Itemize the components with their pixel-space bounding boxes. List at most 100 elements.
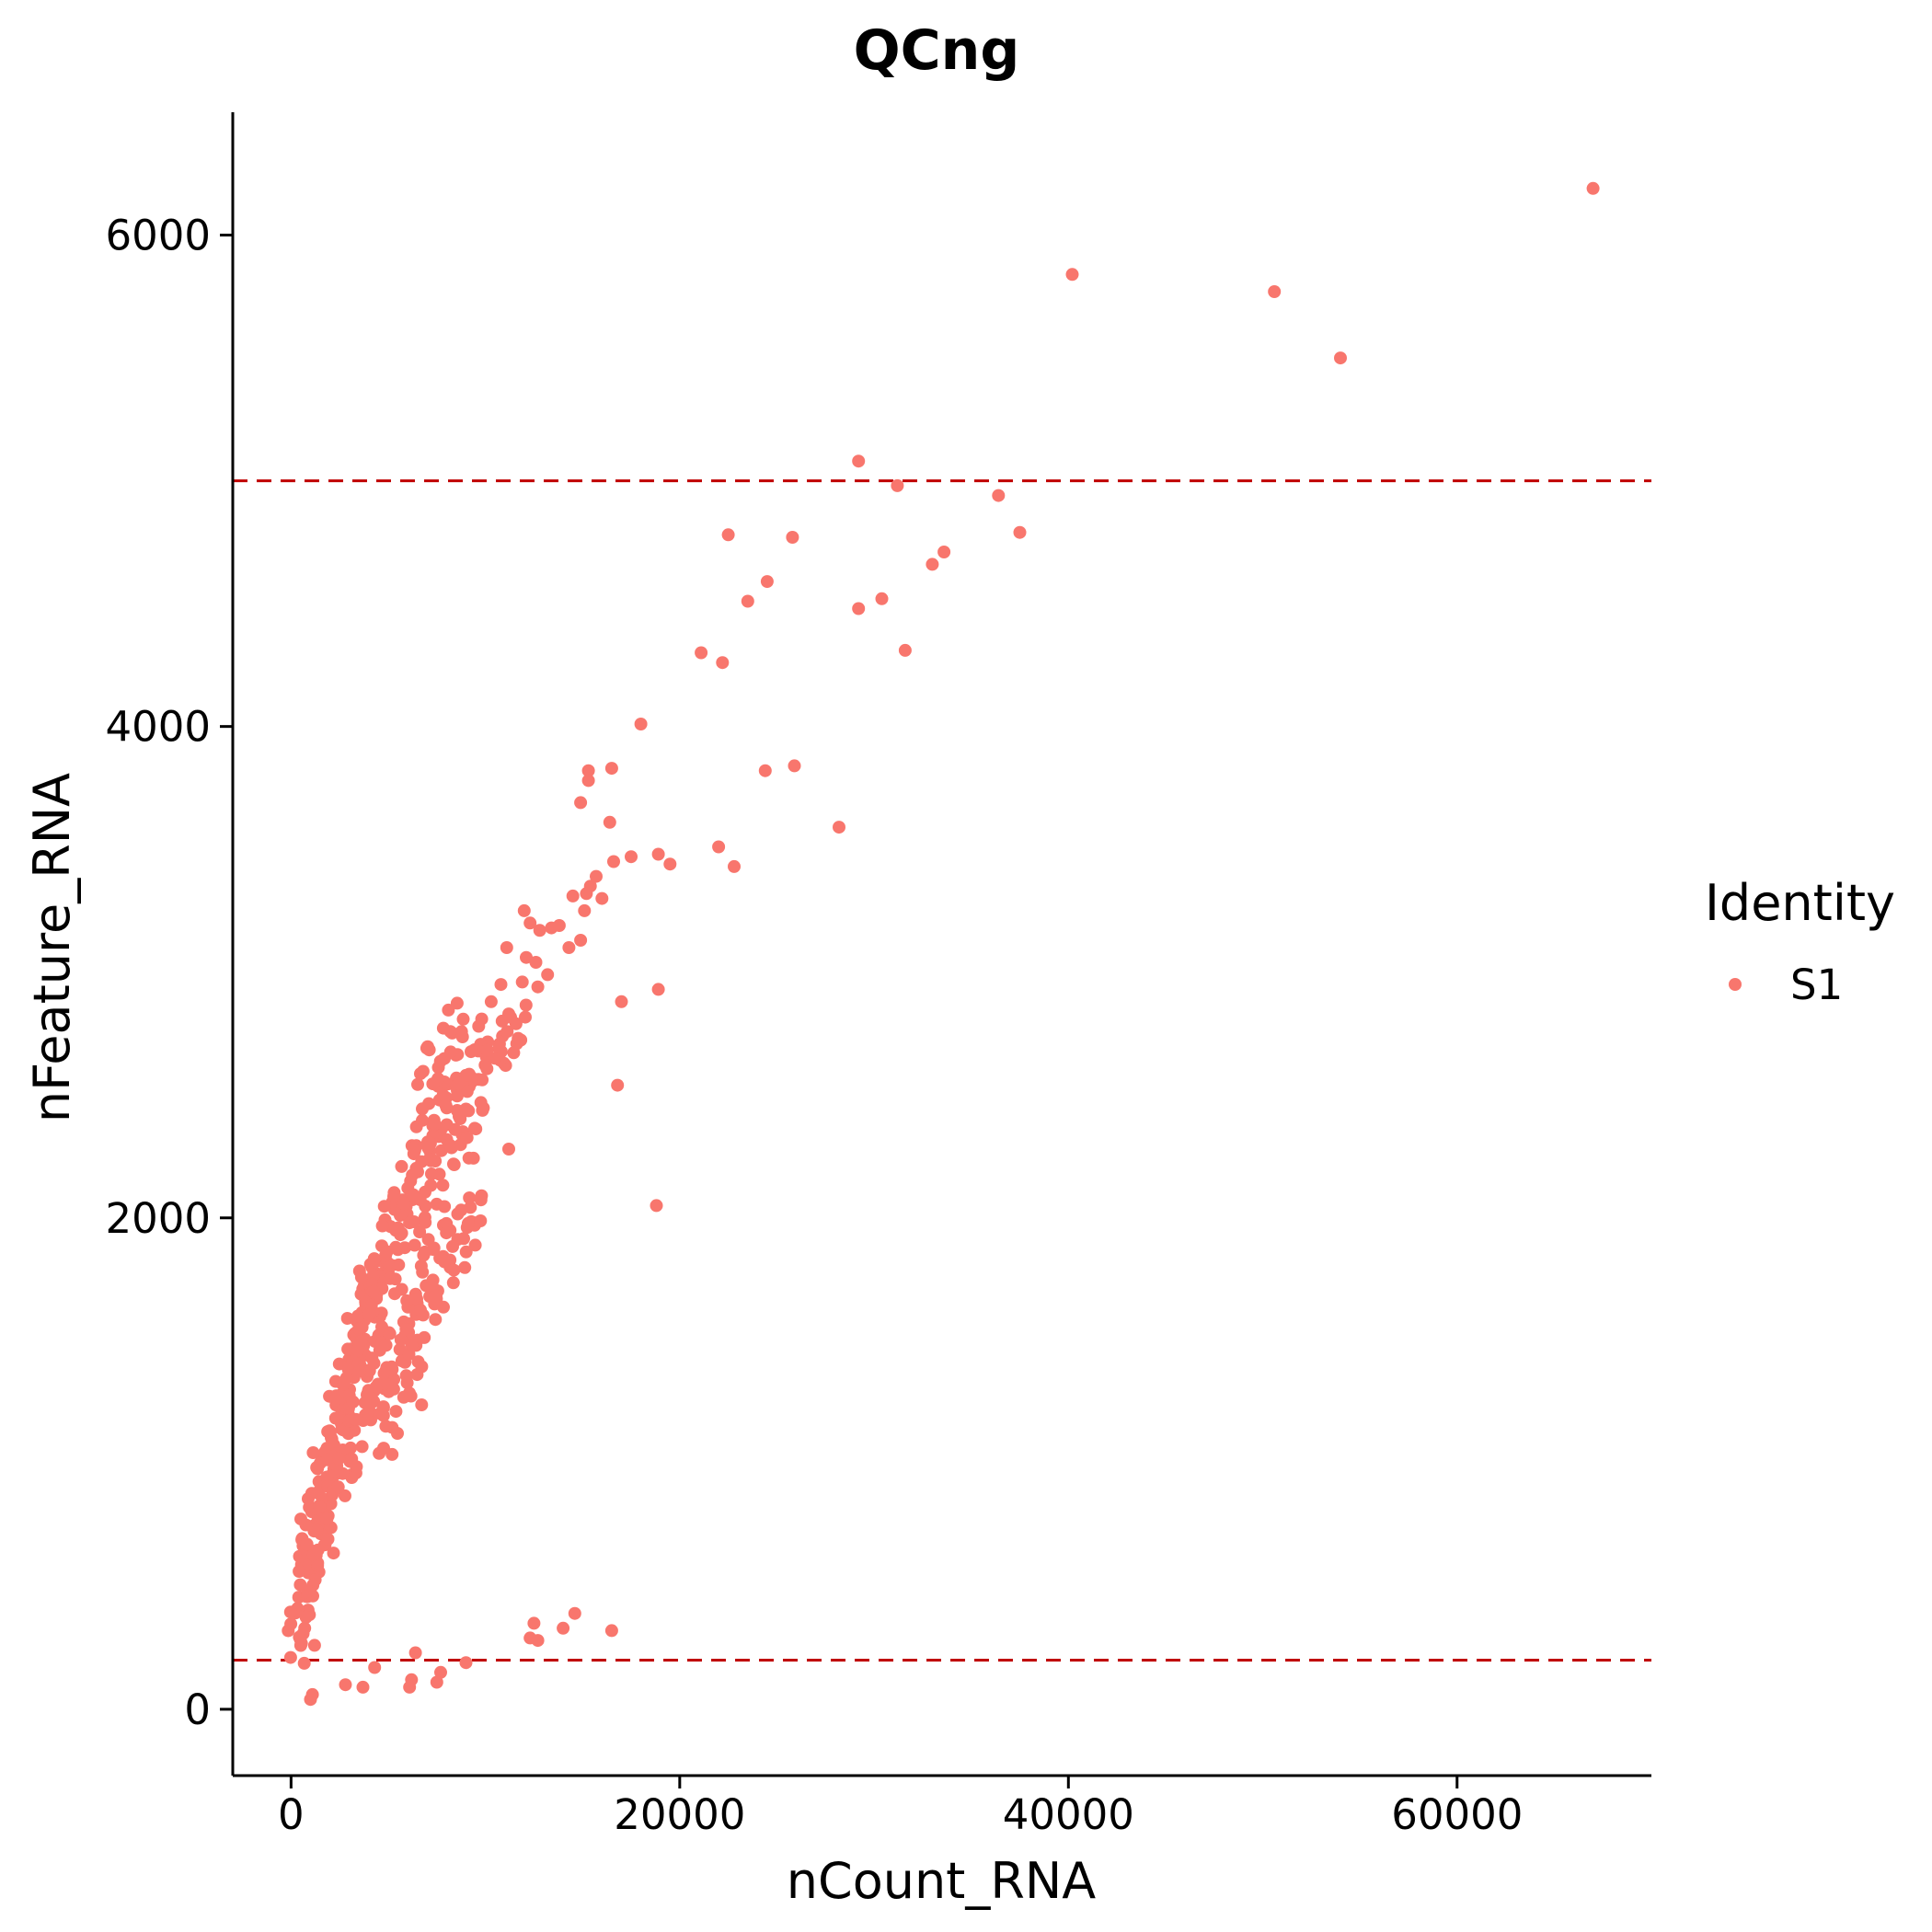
cluster-point-87-4 [399, 1369, 413, 1383]
cluster-point-61-5 [366, 1284, 380, 1298]
y-ticks: 0 2000 4000 6000 [105, 212, 233, 1734]
cluster-point-74-0 [447, 1157, 460, 1171]
cluster-point-86-4 [346, 1395, 360, 1409]
point-42 [533, 924, 546, 937]
point-39 [578, 903, 592, 917]
cluster-point-43-5 [313, 1500, 327, 1513]
cluster-point-62-5 [352, 1364, 366, 1378]
cluster-point-88-4 [377, 1442, 390, 1455]
cluster-point-75-2 [468, 1121, 481, 1135]
point-71 [430, 1675, 443, 1689]
y-tick-label-2: 4000 [105, 703, 211, 752]
cluster-point-63-2 [379, 1339, 393, 1352]
point-58 [611, 1078, 625, 1092]
cluster-point-74-5 [462, 1151, 476, 1165]
point-69 [408, 1646, 422, 1660]
point-75 [356, 1680, 370, 1694]
point-76 [339, 1678, 352, 1692]
cluster-point-70-4 [376, 1400, 390, 1414]
cluster-point-61-4 [362, 1308, 376, 1322]
point-8 [721, 528, 735, 542]
cluster-point-89-5 [321, 1533, 335, 1546]
y-axis-title: nFeature_RNA [23, 773, 81, 1122]
point-27 [833, 821, 845, 834]
point-31 [651, 847, 665, 861]
cluster-point-22-3 [460, 1085, 474, 1098]
cluster-point-78-5 [509, 1017, 523, 1030]
point-14 [875, 592, 889, 605]
cluster-point-46-4 [328, 1393, 342, 1407]
cluster-point-48-4 [352, 1322, 365, 1336]
cluster-point-54-4 [407, 1188, 420, 1202]
cluster-point-37-2 [458, 1260, 472, 1274]
cluster-point-82-0 [442, 1003, 455, 1017]
cluster-point-73-0 [414, 1303, 427, 1317]
cluster-point-56-4 [409, 1120, 423, 1133]
point-21 [604, 762, 618, 776]
point-61 [650, 1199, 663, 1213]
cluster-point-82-5 [443, 1025, 457, 1039]
cluster-point-88-5 [391, 1427, 404, 1440]
x-axis-title: nCount_RNA [787, 1852, 1097, 1910]
cluster-point-87-2 [404, 1389, 418, 1403]
cluster-point-59-5 [452, 1076, 466, 1090]
point-25 [574, 796, 588, 810]
threshold-lines [233, 479, 1651, 1662]
point-20 [581, 764, 595, 777]
cluster-point-67-4 [451, 1207, 465, 1221]
cluster-point-77-2 [500, 1025, 514, 1039]
cluster-point-75-5 [476, 1103, 489, 1117]
cluster-point-36-0 [446, 1276, 460, 1290]
cluster-point-38-4 [468, 1238, 482, 1252]
point-1 [1065, 268, 1079, 282]
cluster-point-42-4 [300, 1537, 314, 1551]
cluster-point-22-4 [476, 1073, 489, 1087]
point-55 [651, 983, 665, 996]
cluster-point-48-3 [340, 1312, 354, 1325]
point-40 [517, 903, 531, 917]
cluster-point-84-5 [377, 1200, 391, 1213]
point-66 [557, 1621, 570, 1635]
cluster-point-62-4 [339, 1371, 353, 1385]
cluster-point-61-1 [354, 1271, 368, 1284]
cluster-point-69-4 [350, 1460, 363, 1474]
cluster-point-1-0 [307, 1639, 321, 1652]
point-56 [531, 980, 545, 994]
y-tick-label-0: 0 [184, 1685, 211, 1734]
point-23 [758, 764, 772, 777]
cluster-point-80-4 [439, 1098, 453, 1112]
cluster-point-37-5 [446, 1239, 459, 1253]
cluster-point-39-2 [464, 1201, 477, 1214]
point-24 [788, 759, 801, 773]
point-38 [566, 889, 580, 903]
point-52 [515, 975, 529, 989]
cluster-point-45-4 [324, 1425, 337, 1439]
point-37 [595, 891, 609, 905]
cluster-point-71-2 [386, 1382, 400, 1396]
cluster-point-66-3 [421, 1233, 435, 1247]
point-2 [1268, 285, 1282, 298]
cluster-point-54-2 [395, 1159, 408, 1173]
cluster-point-64-5 [395, 1282, 408, 1296]
point-46 [562, 941, 576, 954]
point-30 [625, 850, 638, 864]
cluster-point-85-5 [369, 1380, 383, 1394]
cluster-point-80-1 [416, 1064, 430, 1078]
cluster-point-39-4 [474, 1214, 488, 1227]
point-47 [500, 941, 513, 954]
cluster-point-87-3 [415, 1398, 429, 1411]
cluster-point-67-5 [440, 1226, 454, 1240]
cluster-point-89-1 [327, 1547, 340, 1560]
cluster-point-69-5 [332, 1452, 346, 1466]
cluster-point-68-2 [339, 1489, 351, 1502]
cluster-point-89-3 [320, 1512, 334, 1525]
point-6 [992, 489, 1006, 502]
point-33 [607, 855, 620, 868]
cluster-point-43-4 [303, 1501, 316, 1514]
cluster-point-44-3 [320, 1453, 334, 1466]
point-13 [741, 594, 754, 608]
cluster-point-78-1 [512, 1031, 525, 1045]
legend-title: Identity [1705, 874, 1895, 932]
legend: Identity S1 [1705, 874, 1895, 1009]
cluster-point-55-1 [424, 1154, 438, 1167]
